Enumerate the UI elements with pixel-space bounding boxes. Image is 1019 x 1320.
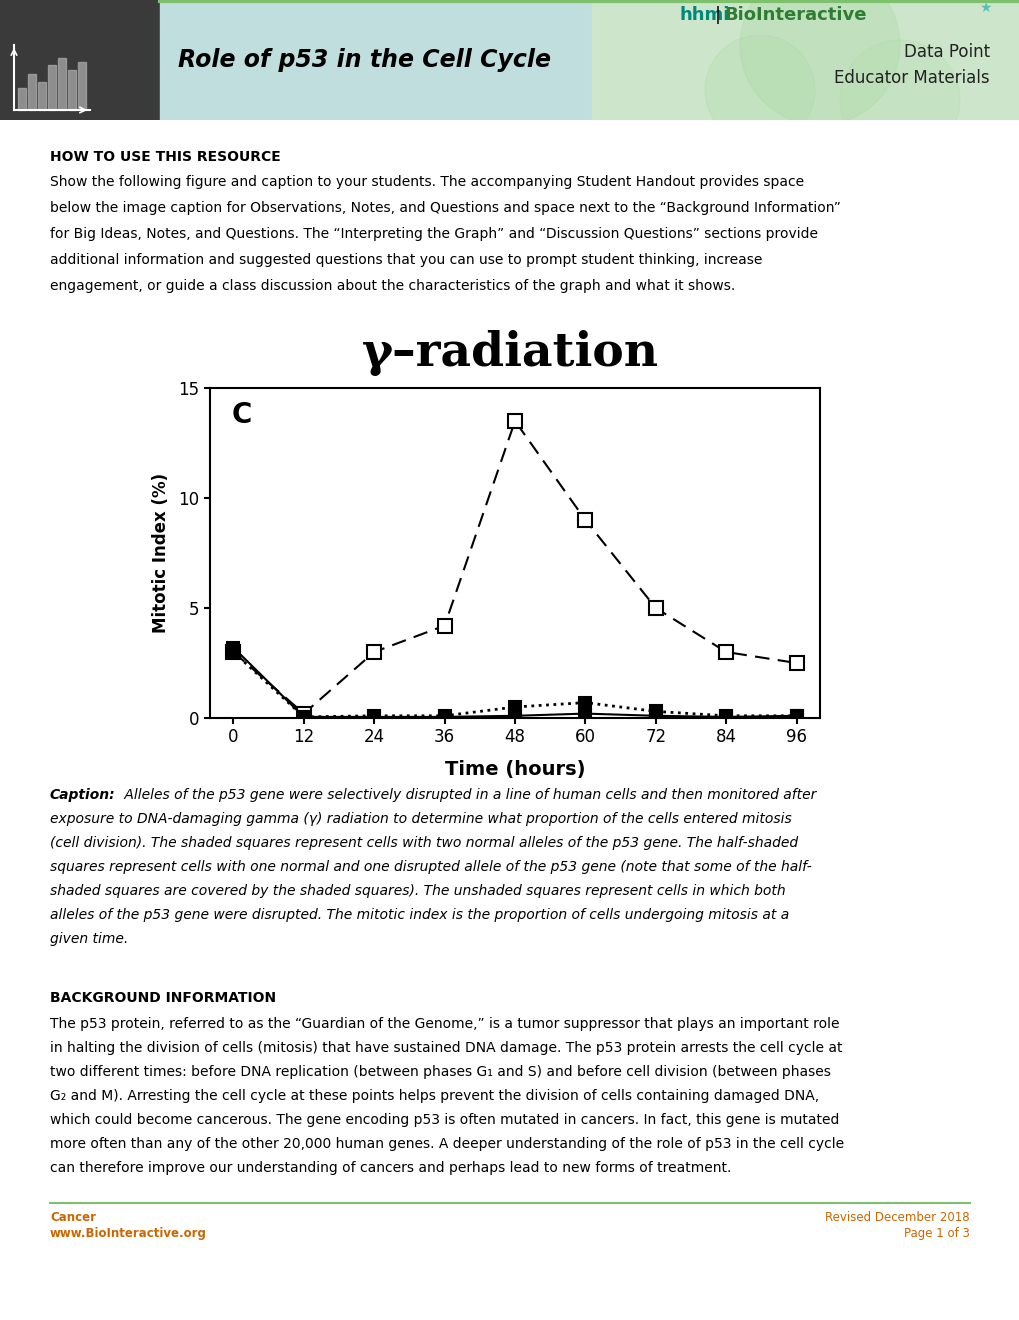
Text: in halting the division of cells (mitosis) that have sustained DNA damage. The p: in halting the division of cells (mitosi… <box>50 1041 842 1055</box>
Text: Alleles of the p53 gene were selectively disrupted in a line of human cells and : Alleles of the p53 gene were selectively… <box>120 788 815 803</box>
Text: additional information and suggested questions that you can use to prompt studen: additional information and suggested que… <box>50 253 761 267</box>
Y-axis label: Mitotic Index (%): Mitotic Index (%) <box>152 473 170 634</box>
Text: (cell division). The shaded squares represent cells with two normal alleles of t: (cell division). The shaded squares repr… <box>50 836 797 850</box>
Text: Data Point: Data Point <box>903 44 989 61</box>
Text: HOW TO USE THIS RESOURCE: HOW TO USE THIS RESOURCE <box>50 150 280 164</box>
Text: Educator Materials: Educator Materials <box>834 69 989 87</box>
Text: ★: ★ <box>978 1 990 15</box>
Bar <box>58 58 66 110</box>
Bar <box>0 0 160 120</box>
Text: two different times: before DNA replication (between phases G₁ and S) and before: two different times: before DNA replicat… <box>50 1065 830 1078</box>
Text: Cancer: Cancer <box>50 1210 96 1224</box>
Bar <box>591 0 1019 120</box>
Circle shape <box>704 36 814 145</box>
Text: BACKGROUND INFORMATION: BACKGROUND INFORMATION <box>50 991 276 1005</box>
Text: below the image caption for Observations, Notes, and Questions and space next to: below the image caption for Observations… <box>50 201 840 215</box>
Text: Role of p53 in the Cell Cycle: Role of p53 in the Cell Cycle <box>178 48 550 73</box>
Text: given time.: given time. <box>50 932 128 946</box>
Text: The p53 protein, referred to as the “Guardian of the Genome,” is a tumor suppres: The p53 protein, referred to as the “Gua… <box>50 1016 839 1031</box>
Bar <box>28 74 36 110</box>
Text: engagement, or guide a class discussion about the characteristics of the graph a: engagement, or guide a class discussion … <box>50 279 735 293</box>
Text: which could become cancerous. The gene encoding p53 is often mutated in cancers.: which could become cancerous. The gene e… <box>50 1113 839 1127</box>
Text: Caption:: Caption: <box>50 788 115 803</box>
Text: BioInteractive: BioInteractive <box>723 7 866 24</box>
Text: more often than any of the other 20,000 human genes. A deeper understanding of t: more often than any of the other 20,000 … <box>50 1137 844 1151</box>
Text: www.BioInteractive.org: www.BioInteractive.org <box>50 1228 207 1239</box>
Circle shape <box>840 40 959 160</box>
Text: hhmi: hhmi <box>680 7 730 24</box>
Text: squares represent cells with one normal and one disrupted allele of the p53 gene: squares represent cells with one normal … <box>50 861 811 874</box>
Bar <box>38 82 46 110</box>
Text: γ–radiation: γ–radiation <box>361 330 658 376</box>
Text: Page 1 of 3: Page 1 of 3 <box>903 1228 969 1239</box>
Bar <box>77 62 86 110</box>
Bar <box>18 88 25 110</box>
Text: C: C <box>231 401 252 429</box>
Text: Revised December 2018: Revised December 2018 <box>824 1210 969 1224</box>
Bar <box>68 70 76 110</box>
Text: for Big Ideas, Notes, and Questions. The “Interpreting the Graph” and “Discussio: for Big Ideas, Notes, and Questions. The… <box>50 227 817 242</box>
Text: Show the following figure and caption to your students. The accompanying Student: Show the following figure and caption to… <box>50 176 803 189</box>
Text: exposure to DNA-damaging gamma (γ) radiation to determine what proportion of the: exposure to DNA-damaging gamma (γ) radia… <box>50 812 791 826</box>
Bar <box>48 65 56 110</box>
Text: shaded squares are covered by the shaded squares). The unshaded squares represen: shaded squares are covered by the shaded… <box>50 884 785 898</box>
Text: can therefore improve our understanding of cancers and perhaps lead to new forms: can therefore improve our understanding … <box>50 1162 731 1175</box>
Text: G₂ and M). Arresting the cell cycle at these points helps prevent the division o: G₂ and M). Arresting the cell cycle at t… <box>50 1089 818 1104</box>
Text: alleles of the p53 gene were disrupted. The mitotic index is the proportion of c: alleles of the p53 gene were disrupted. … <box>50 908 789 921</box>
X-axis label: Time (hours): Time (hours) <box>444 760 585 779</box>
Text: |: | <box>714 7 720 24</box>
Bar <box>160 0 1019 120</box>
Circle shape <box>739 0 899 125</box>
